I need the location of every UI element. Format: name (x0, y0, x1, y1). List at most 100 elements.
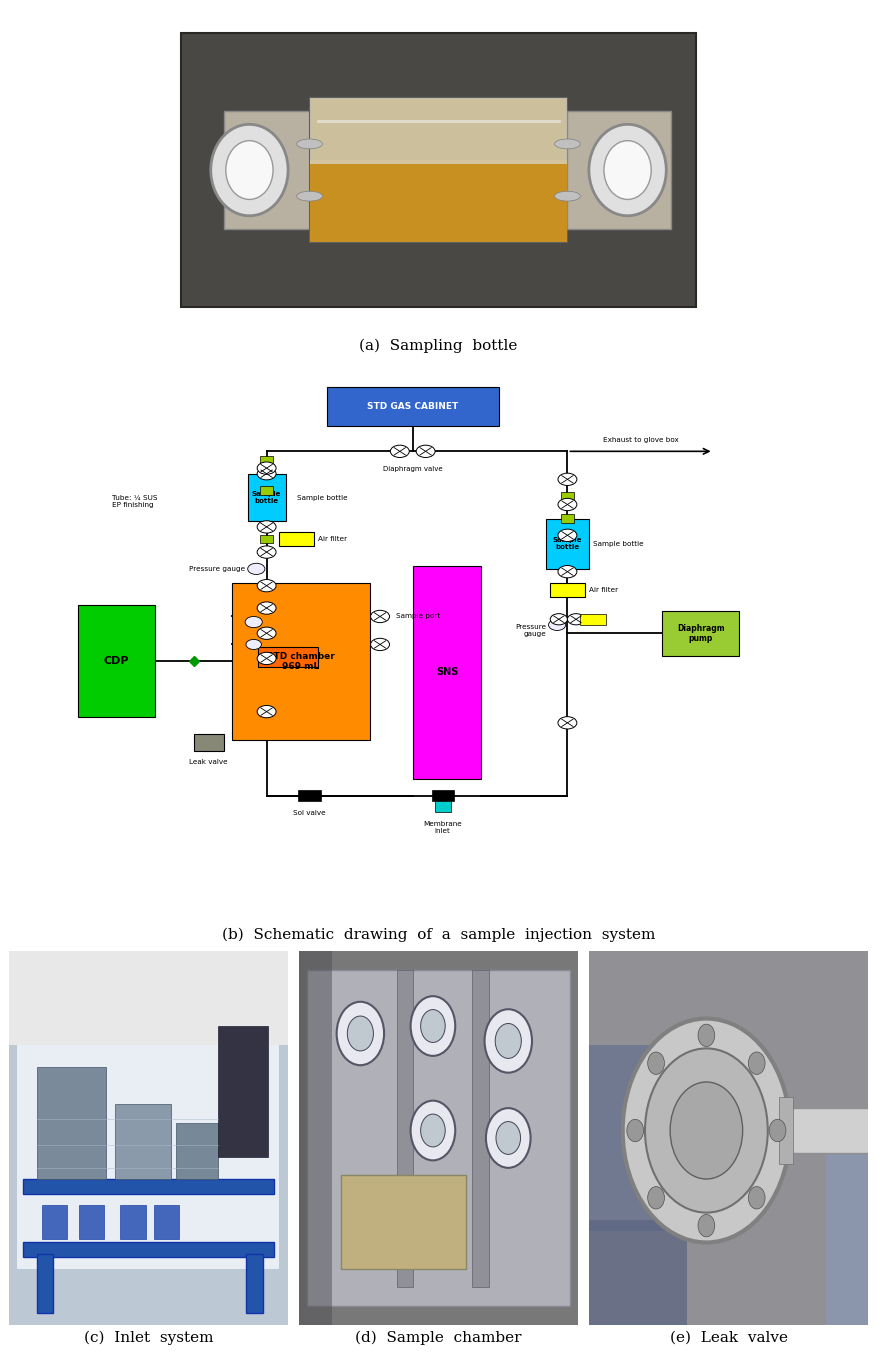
Bar (115, 1105, 171, 1179)
Circle shape (558, 474, 577, 486)
Text: SNS: SNS (436, 668, 459, 677)
Text: Sample bottle: Sample bottle (593, 540, 644, 547)
Circle shape (623, 1019, 790, 1243)
Bar (260, 486, 273, 495)
Text: Membrane
inlet: Membrane inlet (424, 821, 462, 833)
Bar (662, 611, 739, 655)
Circle shape (410, 996, 455, 1056)
Bar (589, 1220, 687, 1324)
Bar (9, 951, 288, 1045)
Circle shape (347, 1016, 374, 1050)
Circle shape (257, 579, 276, 592)
Bar (310, 98, 567, 242)
Bar (396, 970, 413, 1288)
Bar (545, 518, 589, 569)
Bar (581, 613, 606, 624)
Text: (b)  Schematic  drawing  of  a  sample  injection  system: (b) Schematic drawing of a sample inject… (222, 928, 655, 942)
Circle shape (558, 716, 577, 729)
Bar (310, 98, 567, 164)
Circle shape (496, 1121, 521, 1155)
Circle shape (257, 627, 276, 639)
Bar (435, 801, 451, 813)
Bar (18, 962, 280, 1269)
Text: Diaphragm
pump: Diaphragm pump (677, 624, 724, 643)
Circle shape (410, 1101, 455, 1160)
Text: (a)  Sampling  bottle: (a) Sampling bottle (360, 339, 517, 353)
Text: Tube: ¼ SUS
EP finishing: Tube: ¼ SUS EP finishing (112, 495, 157, 509)
Text: Diaphragm valve: Diaphragm valve (383, 467, 443, 472)
Text: (c)  Inlet  system: (c) Inlet system (83, 1330, 213, 1345)
Circle shape (257, 468, 276, 480)
Bar (299, 951, 332, 1324)
Bar (77, 605, 155, 718)
Circle shape (257, 653, 276, 665)
Circle shape (246, 616, 262, 628)
Circle shape (390, 445, 410, 457)
Circle shape (257, 603, 276, 615)
Text: STD GAS CABINET: STD GAS CABINET (367, 402, 459, 411)
Circle shape (627, 1120, 644, 1141)
Circle shape (698, 1025, 715, 1046)
Bar (550, 584, 585, 597)
Circle shape (558, 498, 577, 510)
Text: CDP: CDP (103, 657, 129, 666)
Text: Leak valve: Leak valve (189, 759, 228, 765)
Bar (246, 1254, 263, 1314)
Bar (413, 566, 481, 779)
Circle shape (554, 191, 581, 201)
Bar (260, 535, 273, 543)
Bar (218, 1026, 268, 1156)
Bar (341, 1175, 467, 1269)
Bar (310, 160, 567, 242)
Circle shape (769, 1120, 786, 1141)
Ellipse shape (210, 125, 289, 216)
Bar (298, 790, 321, 801)
Text: Pressure gauge: Pressure gauge (189, 566, 246, 571)
Circle shape (648, 1186, 665, 1209)
Text: Ion gauge: Ion gauge (95, 639, 131, 645)
Text: Sample
bottle: Sample bottle (553, 537, 582, 550)
Bar (280, 532, 314, 547)
Text: STD chamber
969 mL: STD chamber 969 mL (267, 651, 335, 670)
Circle shape (371, 638, 389, 650)
Circle shape (486, 1109, 531, 1168)
Circle shape (748, 1052, 765, 1075)
Bar (779, 1096, 793, 1164)
Circle shape (558, 529, 577, 541)
Bar (232, 584, 370, 740)
Bar (79, 1205, 103, 1239)
Bar (826, 1120, 868, 1324)
Text: Sample
bottle: Sample bottle (252, 491, 282, 503)
Text: Sol valve: Sol valve (293, 810, 326, 816)
Bar (260, 456, 273, 464)
Circle shape (257, 521, 276, 533)
Bar (181, 33, 696, 307)
Text: (d)  Sample  chamber: (d) Sample chamber (355, 1330, 522, 1345)
Text: Sample bottle: Sample bottle (296, 494, 347, 501)
Bar (247, 474, 286, 521)
Circle shape (698, 1215, 715, 1236)
Circle shape (257, 461, 276, 475)
Circle shape (648, 1052, 665, 1075)
Text: Exhaust to glove box: Exhaust to glove box (602, 437, 678, 442)
Bar (472, 970, 488, 1288)
Bar (23, 1243, 274, 1258)
Circle shape (496, 1023, 521, 1058)
Circle shape (296, 191, 323, 201)
Bar (561, 491, 574, 501)
Bar (120, 1205, 146, 1239)
Bar (567, 111, 671, 229)
Circle shape (247, 563, 265, 574)
Bar (589, 1045, 687, 1231)
Circle shape (558, 566, 577, 578)
Text: Pressure
gauge: Pressure gauge (515, 624, 545, 636)
Circle shape (748, 1186, 765, 1209)
Circle shape (670, 1082, 743, 1179)
Circle shape (550, 613, 567, 624)
Bar (224, 111, 327, 229)
Ellipse shape (604, 141, 652, 199)
Circle shape (371, 611, 389, 623)
Circle shape (421, 1114, 446, 1147)
Bar (37, 1254, 53, 1314)
Bar (37, 1067, 106, 1179)
